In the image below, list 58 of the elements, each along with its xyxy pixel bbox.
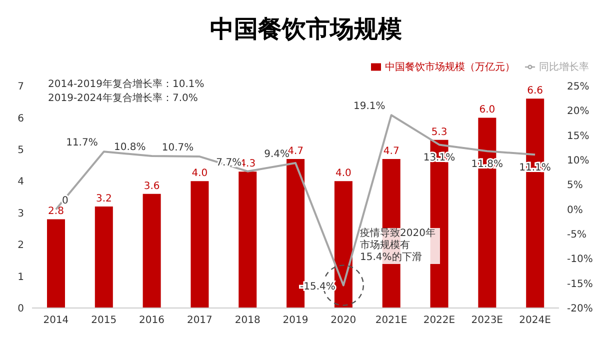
y2-tick-label: -10% xyxy=(567,254,593,266)
y2-tick-label: 15% xyxy=(567,130,590,142)
y-tick-label: 6 xyxy=(18,113,24,124)
y-tick-label: 1 xyxy=(18,272,24,283)
x-tick-label: 2018 xyxy=(234,315,260,326)
y-tick-label: 2 xyxy=(18,240,24,252)
y2-tick-label: -5% xyxy=(567,230,586,241)
data-label: 11.7% xyxy=(66,138,98,149)
data-label: 6.0 xyxy=(479,104,496,116)
data-label: 19.1% xyxy=(354,101,386,112)
y2-tick-label: 10% xyxy=(567,156,590,167)
x-tick-label: 2024E xyxy=(519,315,551,326)
legend-label: 中国餐饮市场规模（万亿元） xyxy=(385,62,515,73)
data-label: 5.3 xyxy=(431,126,448,138)
y2-tick-label: -15% xyxy=(567,278,593,290)
y-tick-label: 5 xyxy=(18,144,24,156)
annotation: 2019-2024年复合增长率：7.0% xyxy=(48,92,199,106)
legend-label: 同比增长率 xyxy=(539,62,589,73)
data-label: 10.7% xyxy=(162,142,194,154)
x-tick-label: 2014 xyxy=(43,315,69,326)
data-label: 2.8 xyxy=(48,206,64,218)
x-tick-label: 2023E xyxy=(471,315,504,326)
bar xyxy=(142,194,161,308)
x-tick-label: 2022E xyxy=(423,315,456,326)
x-tick-label: 2021E xyxy=(375,315,408,326)
x-tick-label: 2019 xyxy=(282,315,308,326)
data-label: 6.6 xyxy=(527,86,544,97)
bar xyxy=(334,181,352,308)
annotation: 疫情导致2020年市场规模有15.4%的下滑 xyxy=(360,228,440,264)
annotation: 2014-2019年复合增长率：10.1% xyxy=(48,78,204,92)
y2-tick-label: 0% xyxy=(567,204,583,216)
x-tick-label: 2015 xyxy=(91,315,117,326)
y2-tick-label: -20% xyxy=(567,304,593,315)
y2-tick-label: 5% xyxy=(567,180,583,192)
bar xyxy=(94,206,113,308)
y-tick-label: 7 xyxy=(18,82,24,93)
x-tick-label: 2017 xyxy=(186,315,212,326)
data-label: 4.7 xyxy=(288,146,304,157)
y2-tick-label: 20% xyxy=(567,106,590,118)
data-label: 4.7 xyxy=(383,146,400,157)
x-tick-label: 2020 xyxy=(330,315,356,326)
data-label: 10.8% xyxy=(114,142,146,154)
y-tick-label: 4 xyxy=(18,176,24,188)
data-label: 4.0 xyxy=(192,168,208,180)
y2-tick-label: 25% xyxy=(567,82,590,93)
bar xyxy=(238,172,257,308)
data-label: 7.7% xyxy=(216,157,242,168)
data-label: 0 xyxy=(62,195,68,206)
data-label: 3.6 xyxy=(144,180,160,192)
x-tick-label: 2016 xyxy=(139,315,164,326)
data-label: 4.0 xyxy=(336,168,352,180)
data-label: 9.4% xyxy=(264,148,290,160)
data-label: 3.2 xyxy=(96,194,112,205)
y-tick-label: 3 xyxy=(18,208,24,220)
y-tick-label: 0 xyxy=(18,304,24,315)
bar xyxy=(190,181,209,308)
bar xyxy=(47,219,65,308)
chart-title: 中国餐饮市场规模 xyxy=(209,14,403,45)
